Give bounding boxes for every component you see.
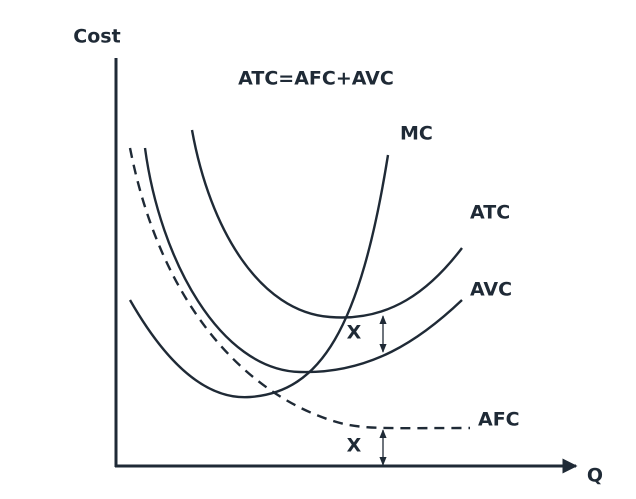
curve-label: ATC: [470, 202, 510, 224]
avc-curve: [143, 147, 463, 374]
gap-label: X: [347, 435, 362, 457]
curve-label: MC: [400, 123, 433, 145]
curve-label: AVC: [470, 279, 512, 301]
y-axis-label: Cost: [73, 26, 120, 48]
x-axis-label: Q: [587, 465, 603, 487]
curve-label: AFC: [478, 409, 520, 431]
formula: ATC=AFC+AVC: [238, 68, 394, 90]
afc-curve: [128, 147, 471, 430]
atc-curve: [190, 129, 463, 319]
mc-curve: [128, 154, 390, 399]
gap-label: X: [347, 322, 362, 344]
